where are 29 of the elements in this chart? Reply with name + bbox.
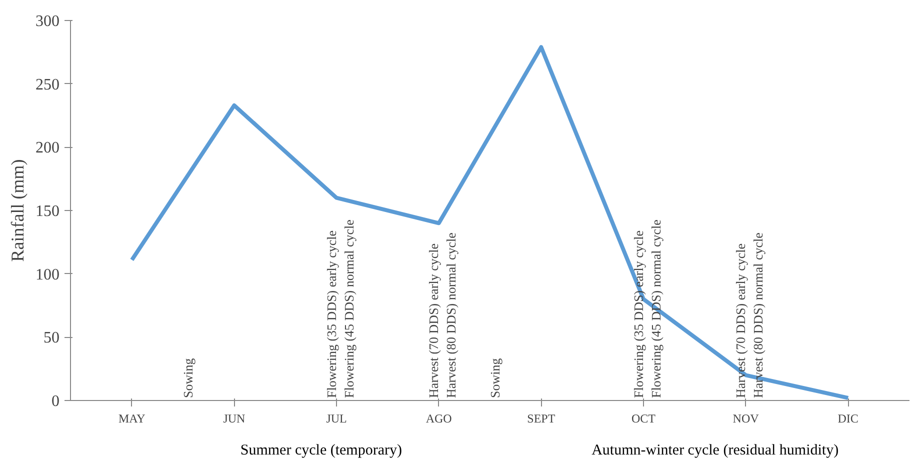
x-tick-label: SEPT [527,412,556,426]
text: Autumn-winter cycle (residual humidity) [592,442,839,458]
x-tick-label: JUL [326,412,347,426]
y-tick-label: 250 [36,76,60,94]
x-tick-label: OCT [631,412,656,426]
annotation: Flowering (35 DDS) early cycle [324,230,339,398]
y-tick-label: 100 [36,266,60,284]
x-tick-label: JUN [223,412,246,426]
annotation: Flowering (35 DDS) early cycle [630,230,646,398]
annotation: Harvest (70 DDS) early cycle [426,243,442,398]
annotation: Sowing [488,358,503,398]
y-axis-title: Rainfall (mm) [8,159,28,262]
annotation: Flowering (45 DDS) normal cycle [648,219,664,398]
y-tick-label: 150 [36,203,60,220]
x-tick-label: DIC [838,412,858,426]
annotation: Sowing [180,358,196,398]
y-tick-label: 200 [36,140,60,157]
x-tick-label: NOV [732,412,760,426]
annotation: Harvest (80 DDS) normal cycle [444,232,459,398]
line-series [130,45,850,400]
text: Summer cycle (temporary) [240,442,402,458]
annotation: Harvest (70 DDS) early cycle [733,243,748,398]
x-tick-label: AGO [426,412,452,426]
y-tick-label: 0 [52,393,60,410]
x-tick-label: MAY [118,412,146,426]
annotation: Harvest (80 DDS) normal cycle [750,232,766,398]
y-tick-label: 300 [36,13,60,30]
y-tick-label: 50 [44,330,60,347]
annotation: Flowering (45 DDS) normal cycle [341,219,356,398]
